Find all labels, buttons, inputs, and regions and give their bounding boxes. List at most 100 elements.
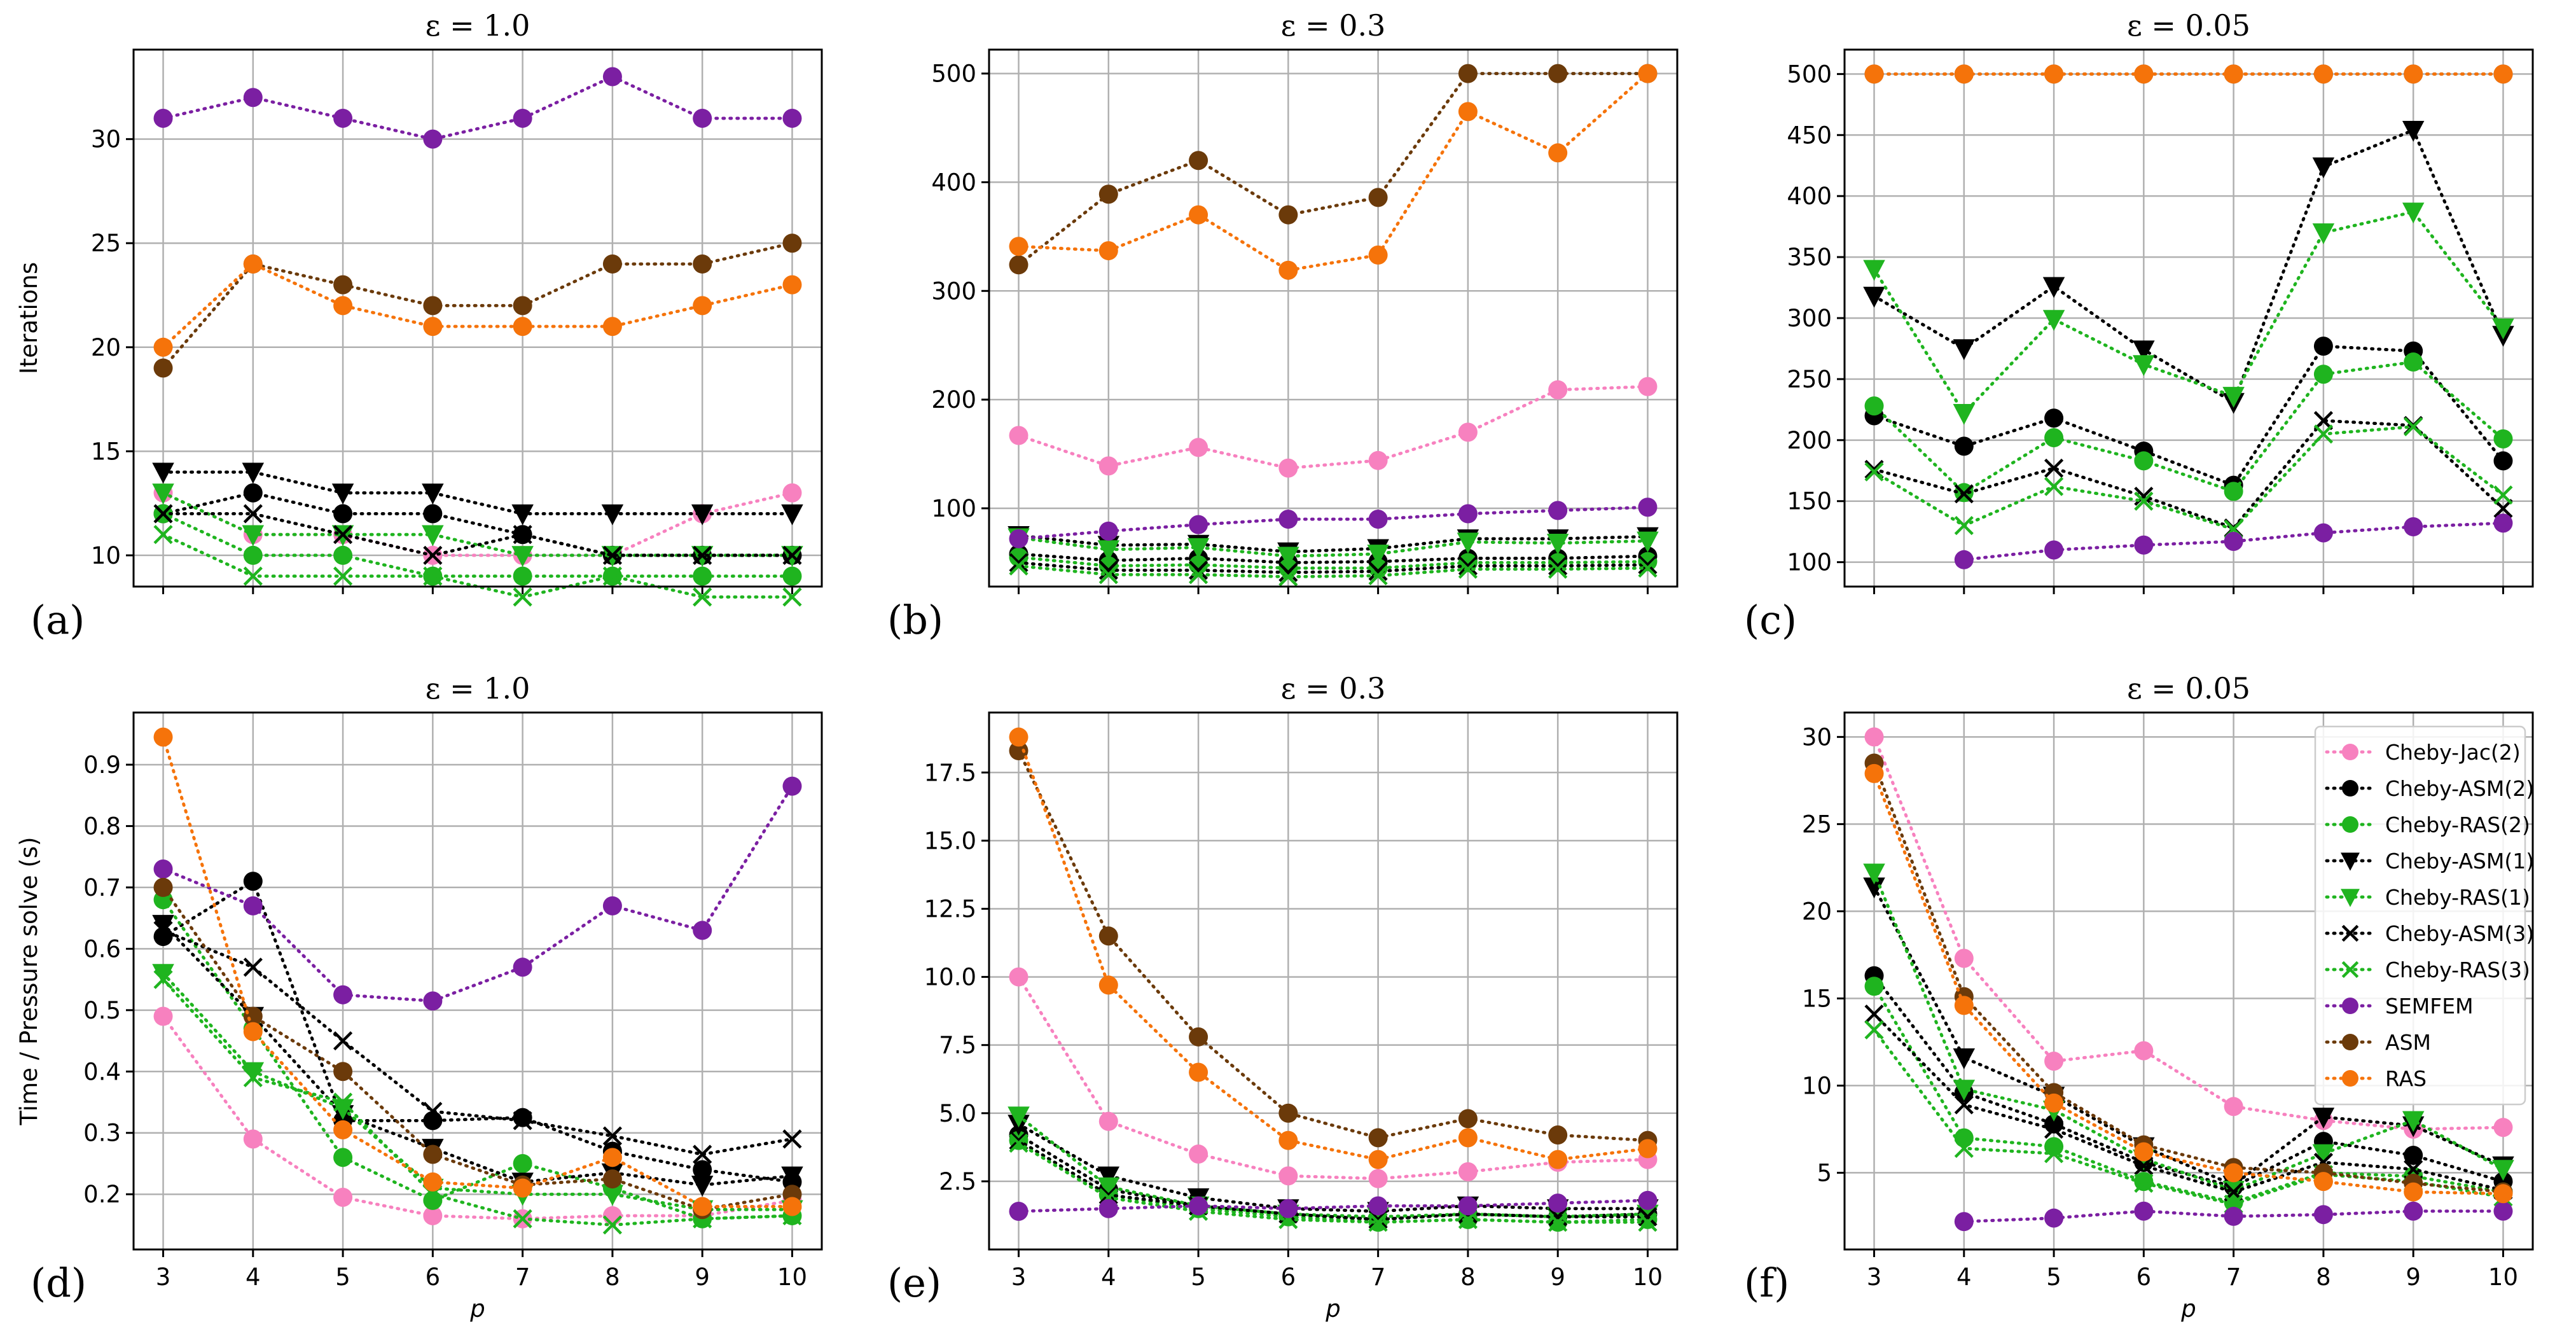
data-point-cheby-ras-2 — [1638, 552, 1658, 571]
data-point-cheby-ras-3 — [1864, 1020, 1884, 1040]
series-semfem — [1009, 498, 1658, 548]
data-point-cheby-ras-2 — [693, 566, 712, 586]
y-tick-label: 300 — [931, 277, 976, 305]
x-tick-label: 3 — [156, 1263, 171, 1291]
data-point-cheby-jac-2 — [1098, 456, 1118, 476]
series-line-cheby-asm-3 — [1873, 419, 2505, 530]
legend-label: Cheby-ASM(1) — [2385, 849, 2534, 873]
axes-frame — [1843, 711, 2534, 1251]
series-line-asm — [1017, 72, 1649, 267]
data-point-cheby-ras-3 — [1368, 1213, 1388, 1232]
series-semfem — [1009, 1190, 1658, 1221]
x-tick-label: 5 — [335, 1263, 350, 1291]
data-point-cheby-asm-3 — [1368, 1209, 1388, 1229]
legend-entry-semfem: SEMFEM — [2325, 994, 2474, 1019]
data-point-cheby-asm-3 — [1548, 556, 1568, 576]
data-point-semfem — [1458, 1196, 1478, 1216]
y-tick-label: 150 — [1787, 488, 1832, 515]
y-tick-label: 15 — [91, 438, 121, 465]
x-tick-label: 4 — [1956, 1263, 1972, 1291]
data-point-cheby-ras-1 — [2492, 1160, 2514, 1181]
panel-e: 3 4 5 6 7 8 9 10 2.5 5.0 7.5 10.0 12.5 15.0 17.5 ε = 0.… — [887, 671, 1679, 1323]
data-point-cheby-ras-2 — [2224, 482, 2243, 501]
data-point-cheby-asm-3 — [153, 504, 173, 524]
data-point-cheby-jac-2 — [333, 1188, 353, 1207]
data-point-semfem — [153, 859, 173, 879]
y-tick-label: 0.6 — [83, 935, 121, 963]
data-point-cheby-asm-1 — [422, 484, 444, 504]
data-point-cheby-asm-2 — [2493, 451, 2513, 471]
data-point-ras — [153, 337, 173, 357]
data-point-ras — [693, 1197, 712, 1216]
data-point-cheby-ras-1 — [1863, 260, 1885, 281]
data-point-ras — [782, 1197, 802, 1216]
data-point-cheby-ras-3 — [2493, 485, 2513, 505]
legend-box — [2314, 725, 2526, 1106]
y-tick-label: 25 — [1802, 811, 1832, 838]
data-point-cheby-asm-1 — [781, 1166, 803, 1188]
series-ras — [1864, 763, 2513, 1204]
data-point-cheby-ras-3 — [1638, 558, 1658, 578]
series-line-cheby-ras-1 — [1873, 871, 2505, 1192]
data-point-cheby-ras-1 — [2312, 1144, 2335, 1166]
legend: Cheby-Jac(2) Cheby-ASM(2) Cheby-RAS(2) Cheb… — [2314, 725, 2534, 1106]
data-point-cheby-asm-3 — [1368, 561, 1388, 581]
data-point-cheby-ras-3 — [602, 566, 623, 586]
data-point-cheby-asm-3 — [782, 545, 802, 566]
data-point-asm — [1189, 151, 1208, 170]
panel-b: 100 200 300 400 500 ε = 0.3 (b) — [887, 8, 1679, 643]
data-point-cheby-asm-3 — [2134, 1156, 2154, 1176]
series-cheby-asm-3 — [153, 921, 802, 1164]
data-point-cheby-ras-1 — [2492, 318, 2514, 340]
data-point-cheby-ras-2 — [2134, 451, 2154, 471]
legend-label: Cheby-RAS(1) — [2385, 885, 2530, 910]
panel-f: 3 4 5 6 7 8 9 10 5 10 15 20 25 30 ε = 0.05 (f) p Cheby-Ja… — [1744, 671, 2534, 1323]
data-point-semfem — [1548, 1193, 1568, 1213]
series-line-cheby-asm-2 — [1873, 344, 2505, 487]
panel-label: (a) — [31, 597, 85, 643]
data-point-cheby-ras-3 — [1458, 559, 1478, 579]
y-tick-label: 12.5 — [924, 895, 976, 922]
series-cheby-ras-2 — [1009, 547, 1658, 578]
data-point-cheby-ras-3 — [1188, 565, 1208, 585]
series-line-cheby-ras-2 — [1873, 360, 2505, 495]
data-point-ras — [1954, 996, 1974, 1015]
x-tick-label: 4 — [246, 1263, 261, 1291]
data-point-asm — [693, 254, 712, 274]
data-point-ras — [1458, 102, 1478, 122]
panel-label: (f) — [1744, 1260, 1789, 1306]
data-point-cheby-jac-2 — [1548, 380, 1568, 400]
x-tick-label: 9 — [2406, 1263, 2421, 1291]
data-point-cheby-ras-3 — [2134, 1173, 2154, 1193]
data-point-asm — [1009, 741, 1028, 760]
data-point-cheby-asm-1 — [331, 484, 354, 504]
data-point-semfem — [2493, 1201, 2513, 1221]
series-line-cheby-asm-3 — [1017, 560, 1649, 574]
data-point-cheby-ras-1 — [1367, 545, 1389, 566]
y-tick-label: 10 — [1802, 1072, 1832, 1099]
data-point-asm — [513, 296, 532, 316]
data-point-cheby-asm-3 — [2044, 1119, 2064, 1139]
series-line-cheby-asm-3 — [162, 512, 794, 557]
data-point-cheby-asm-1 — [1953, 339, 1976, 361]
series-cheby-ras-3 — [1009, 1133, 1658, 1232]
data-point-asm — [782, 233, 802, 253]
series-line-cheby-ras-2 — [1873, 984, 2505, 1204]
data-point-cheby-asm-1 — [1863, 286, 1885, 308]
data-point-ras — [1009, 727, 1028, 747]
y-tick-label: 0.5 — [83, 997, 121, 1024]
legend-label: Cheby-ASM(3) — [2385, 921, 2534, 946]
data-point-cheby-ras-3 — [423, 566, 443, 586]
series-line-cheby-ras-1 — [1873, 210, 2505, 416]
x-tick-label: 5 — [2046, 1263, 2061, 1291]
y-tick-label: 200 — [1787, 427, 1832, 454]
data-point-cheby-ras-2 — [2313, 365, 2333, 384]
y-tick-label: 15.0 — [924, 827, 976, 854]
data-point-cheby-ras-1 — [2312, 223, 2335, 244]
y-tick-label: 500 — [931, 60, 976, 88]
series-line-cheby-ras-3 — [162, 978, 794, 1227]
data-point-semfem — [1278, 510, 1298, 529]
panel-title: ε = 0.3 — [1281, 8, 1386, 43]
x-tick-label: 8 — [1460, 1263, 1476, 1291]
legend-marker — [2342, 1034, 2358, 1050]
